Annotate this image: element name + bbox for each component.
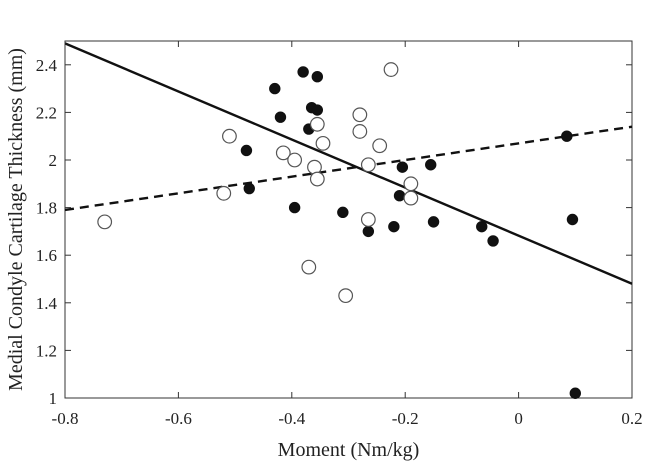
open-data-point: [275, 145, 291, 161]
open-data-point: [352, 124, 368, 139]
x-tick-label: -0.4: [278, 409, 305, 428]
x-axis-ticks: -0.8 -0.6 -0.4 -0.2 0 0.2: [52, 41, 643, 428]
open-data-point: [338, 288, 354, 304]
filled-data-point: [243, 182, 255, 195]
open-data-point: [222, 128, 237, 144]
x-axis-label: Moment (Nm/kg): [278, 439, 420, 461]
open-data-point: [287, 152, 303, 168]
open-data-point: [360, 212, 376, 227]
data-points: [97, 62, 581, 399]
filled-data-point: [274, 111, 287, 123]
open-data-point: [383, 62, 399, 77]
open-data-point: [97, 214, 113, 230]
open-data-point: [216, 185, 232, 201]
filled-data-point: [269, 82, 281, 95]
open-data-point: [315, 135, 331, 151]
plot-frame: [64, 40, 633, 399]
open-data-point: [301, 259, 317, 275]
x-tick-label: 0.2: [621, 409, 642, 428]
open-data-point: [372, 138, 388, 154]
filled-data-point: [362, 225, 375, 238]
filled-data-point: [388, 220, 400, 233]
x-tick-label: -0.6: [165, 409, 192, 428]
y-tick-label: 1.8: [36, 199, 57, 218]
solid-fit-line: [64, 42, 633, 285]
filled-data-point: [427, 216, 440, 228]
x-tick-label: -0.8: [52, 409, 79, 428]
filled-data-point: [240, 144, 253, 157]
y-tick-label: 2: [49, 151, 58, 170]
y-tick-label: 2.4: [36, 56, 58, 75]
x-tick-label: 0: [514, 409, 523, 428]
filled-data-point: [425, 159, 437, 171]
open-data-point: [309, 171, 325, 187]
fit-lines: [64, 42, 633, 285]
plot-area: [64, 40, 633, 399]
filled-data-point: [311, 104, 324, 116]
filled-data-point: [393, 190, 406, 202]
filled-data-point: [288, 201, 301, 214]
dashed-fit-line: [64, 125, 633, 212]
y-axis-ticks: 1 1.2 1.4 1.6 1.8 2 2.2 2.4: [36, 56, 632, 408]
y-tick-label: 2.2: [36, 103, 57, 122]
filled-data-point: [311, 71, 324, 83]
y-tick-label: 1.4: [36, 294, 58, 313]
y-tick-label: 1: [49, 389, 58, 408]
x-tick-label: -0.2: [392, 409, 419, 428]
filled-data-point: [487, 235, 499, 247]
filled-data-point: [396, 161, 409, 173]
open-data-point: [360, 157, 376, 173]
y-tick-label: 1.2: [36, 341, 57, 360]
filled-data-point: [569, 387, 581, 399]
open-data-point: [352, 107, 368, 123]
filled-data-point: [337, 206, 349, 219]
open-data-point: [309, 116, 325, 132]
open-data-point: [403, 190, 419, 206]
y-tick-label: 1.6: [36, 246, 57, 265]
filled-data-point: [561, 130, 573, 142]
y-axis-label: Medial Condyle Cartilage Thickness (mm): [5, 48, 27, 391]
filled-data-point: [297, 66, 309, 78]
filled-data-point: [566, 213, 579, 226]
filled-data-point: [476, 220, 488, 233]
open-data-point: [403, 176, 419, 192]
